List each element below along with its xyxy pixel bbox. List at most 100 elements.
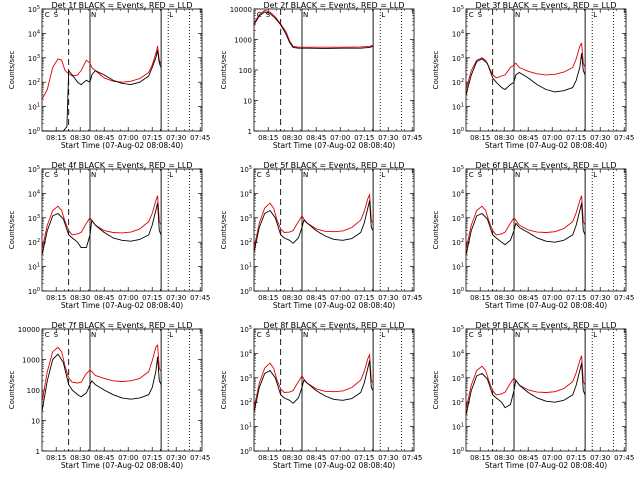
marker-letter-C: C [45,331,50,339]
x-tick-label: 08:15 [470,134,490,142]
y-tick-label: 104 [452,29,464,38]
x-axis-label: Start Time (07-Aug-02 08:08:40) [273,141,395,150]
series-line-lld [41,344,162,403]
detector-panel-8: 100 101 102 103 104 105 08:15 08:30 08:45 07:00 07… [220,321,422,470]
x-tick-label: 08:45 [306,294,326,302]
y-tick-label: 105 [28,5,40,14]
plot-frame [253,168,415,292]
y-tick-label: 103 [452,54,464,63]
x-axis-label: Start Time (07-Aug-02 08:08:40) [273,461,395,470]
x-axis-label: Start Time (07-Aug-02 08:08:40) [273,301,395,310]
x-tick-label: 07:30 [590,454,610,462]
marker-letter-C: C [469,11,474,19]
x-tick-label: 08:30 [494,294,514,302]
y-tick-label: 105 [452,325,464,334]
y-tick-label: 100 [452,447,464,456]
marker-letter-L: L [169,11,173,19]
x-axis-label: Start Time (07-Aug-02 08:08:40) [61,141,183,150]
plot-frame [465,328,627,452]
y-tick-label: 104 [240,349,252,358]
y-tick-label: 10000 [230,6,252,14]
y-tick-label: 103 [452,214,464,223]
x-tick-label: 07:45 [402,134,422,142]
marker-letter-C: C [257,331,262,339]
marker-letter-N: N [91,11,96,19]
x-tick-label: 07:45 [614,454,634,462]
y-tick-label: 1000 [234,37,252,45]
y-tick-label: 1 [248,128,252,136]
x-tick-label: 08:30 [494,134,514,142]
x-axis-label: Start Time (07-Aug-02 08:08:40) [485,141,607,150]
marker-letter-L: L [381,331,385,339]
x-tick-label: 07:15 [566,294,586,302]
series-line-events [42,50,162,132]
x-tick-label: 08:45 [94,294,114,302]
panel-title: Det 4f BLACK = Events, RED = LLD [51,161,192,170]
plot-frame [253,8,415,132]
x-tick-label: 07:00 [542,294,562,302]
x-tick-label: 07:30 [378,134,398,142]
y-tick-label: 1 [36,448,40,456]
detector-panel-4: 100 101 102 103 104 105 08:15 08:30 08:45 07:00 07… [8,161,210,310]
y-tick-label: 100 [239,67,252,75]
x-tick-label: 07:45 [614,134,634,142]
x-tick-label: 07:30 [378,454,398,462]
y-tick-label: 104 [28,189,40,198]
detector-panel-1: 100 101 102 103 104 105 08:15 08:30 08:45 07:00 07… [8,1,210,150]
marker-letter-C: C [469,331,474,339]
x-tick-label: 08:45 [94,134,114,142]
marker-letter-N: N [303,171,308,179]
y-axis-label: Counts/sec [432,371,440,410]
y-axis-label: Counts/sec [8,51,16,90]
marker-letter-L: L [381,11,385,19]
x-tick-label: 08:30 [494,454,514,462]
x-tick-label: 07:00 [118,294,138,302]
marker-letter-L: L [169,331,173,339]
detector-panel-7: 1 10 100 1000 10000 08:15 08:30 08:45 07:00 07:15… [8,321,210,470]
y-tick-label: 104 [452,189,464,198]
panel-title: Det 6f BLACK = Events, RED = LLD [475,161,616,170]
x-tick-label: 07:30 [590,134,610,142]
x-tick-label: 07:15 [354,294,374,302]
x-axis-label: Start Time (07-Aug-02 08:08:40) [61,461,183,470]
series-line-events [41,353,162,412]
series-line-events [253,11,374,49]
marker-letter-S: S [266,171,271,179]
panel-title: Det 2f BLACK = Events, RED = LLD [263,1,404,10]
series-line-lld [253,9,374,48]
series-line-events [465,202,586,256]
x-tick-label: 08:45 [306,454,326,462]
x-tick-label: 07:15 [142,454,162,462]
panel-title: Det 7f BLACK = Events, RED = LLD [51,321,192,330]
x-tick-label: 08:45 [306,134,326,142]
marker-letter-N: N [515,171,520,179]
y-tick-label: 101 [28,263,40,272]
marker-letter-L: L [169,171,173,179]
y-tick-label: 100 [28,287,40,296]
y-tick-label: 102 [28,78,40,87]
y-tick-label: 105 [28,165,40,174]
detector-panel-5: 100 101 102 103 104 105 08:15 08:30 08:45 07:00 07… [220,161,422,310]
x-tick-label: 07:15 [354,454,374,462]
x-axis-label: Start Time (07-Aug-02 08:08:40) [485,461,607,470]
series-line-events [253,360,374,412]
y-tick-label: 103 [452,374,464,383]
marker-letter-S: S [266,11,271,19]
y-tick-label: 100 [240,287,252,296]
y-tick-label: 101 [452,263,464,272]
y-tick-label: 101 [452,103,464,112]
panel-title: Det 9f BLACK = Events, RED = LLD [475,321,616,330]
series-line-events [253,200,374,252]
marker-letter-S: S [54,171,59,179]
marker-letter-L: L [593,171,597,179]
y-tick-label: 104 [240,189,252,198]
x-tick-label: 07:30 [166,454,186,462]
detector-panel-9: 100 101 102 103 104 105 08:15 08:30 08:45 07:00 07… [432,321,634,470]
y-tick-label: 103 [28,54,40,63]
x-tick-label: 08:15 [46,134,66,142]
x-tick-label: 08:30 [70,134,90,142]
y-tick-label: 103 [28,214,40,223]
series-line-events [465,53,586,96]
x-tick-label: 07:45 [402,294,422,302]
